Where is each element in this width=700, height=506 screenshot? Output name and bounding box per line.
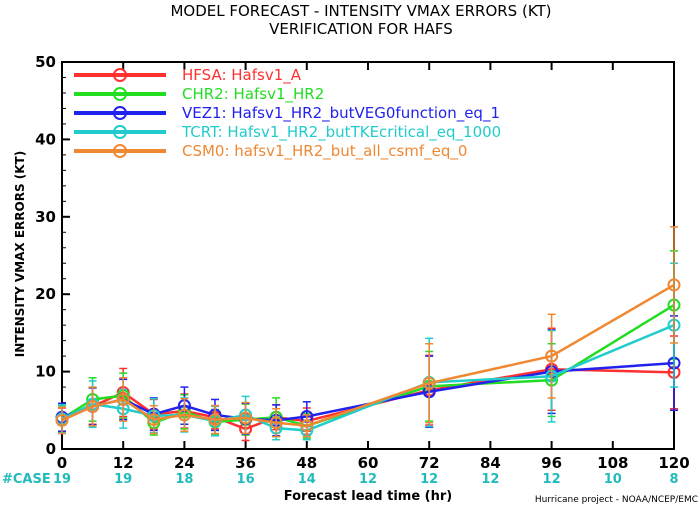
x-tick-label: 120 xyxy=(658,454,689,472)
y-axis-label: INTENSITY VMAX ERRORS (KT) xyxy=(13,151,27,357)
legend-swatch-marker xyxy=(113,87,127,101)
x-tick-label: 24 xyxy=(174,454,195,472)
y-tick-label: 50 xyxy=(35,53,56,71)
case-count: 12 xyxy=(481,472,499,487)
x-tick-label: 36 xyxy=(235,454,256,472)
case-count: 19 xyxy=(114,472,132,487)
x-tick-label: 0 xyxy=(57,454,67,472)
data-point xyxy=(147,413,161,427)
legend-label: VEZ1: Hafsv1_HR2_butVEG0function_eq_1 xyxy=(182,104,500,123)
data-point xyxy=(667,278,681,292)
legend-swatch-marker xyxy=(113,125,127,139)
chart-subtitle: VERIFICATION FOR HAFS xyxy=(269,20,453,38)
case-count: 12 xyxy=(359,472,377,487)
case-count: 19 xyxy=(53,472,71,487)
data-point xyxy=(208,413,222,427)
data-point xyxy=(545,349,559,363)
credit-text: Hurricane project - NOAA/NCEP/EMC xyxy=(535,495,698,505)
data-point xyxy=(116,392,130,406)
legend-label: TCRT: Hafsv1_HR2_butTKEcritical_eq_1000 xyxy=(181,123,501,142)
x-axis-label: Forecast lead time (hr) xyxy=(284,489,452,504)
chart-title: MODEL FORECAST - INTENSITY VMAX ERRORS (… xyxy=(170,2,551,20)
x-tick-label: 48 xyxy=(296,454,317,472)
data-point xyxy=(422,376,436,390)
case-count: 14 xyxy=(298,472,316,487)
y-tick-label: 40 xyxy=(35,130,56,148)
x-tick-label: 60 xyxy=(358,454,379,472)
legend-label: CSM0: hafsv1_HR2_but_all_csmf_eq_0 xyxy=(182,142,467,161)
data-point xyxy=(300,419,314,433)
case-count: 18 xyxy=(175,472,193,487)
series-layer xyxy=(55,226,681,442)
y-tick-label: 10 xyxy=(35,363,56,381)
legend-label: CHR2: Hafsv1_HR2 xyxy=(182,85,324,104)
data-point xyxy=(86,399,100,413)
series-4 xyxy=(55,226,681,438)
legend-label: HFSA: Hafsv1_A xyxy=(182,66,302,85)
case-count: 12 xyxy=(543,472,561,487)
legend-swatch-marker xyxy=(113,68,127,82)
case-counts: 19 19 18 16 14 12 12 12 12 10 8 xyxy=(53,472,679,487)
case-count: 10 xyxy=(604,472,622,487)
data-point xyxy=(55,413,69,427)
case-label: #CASE xyxy=(2,472,51,487)
data-point xyxy=(239,411,253,425)
data-point xyxy=(177,408,191,422)
data-point xyxy=(269,416,283,430)
y-tick-label: 0 xyxy=(46,440,56,458)
y-tick-label: 20 xyxy=(35,285,56,303)
x-tick-label: 72 xyxy=(419,454,440,472)
x-tick-label: 108 xyxy=(597,454,628,472)
y-tick-label: 30 xyxy=(35,208,56,226)
case-count: 16 xyxy=(237,472,255,487)
axes: 0 10 20 30 40 50 0 12 24 36 48 60 72 84 96 108 120 xyxy=(35,53,690,472)
x-tick-label: 96 xyxy=(541,454,562,472)
case-count: 12 xyxy=(420,472,438,487)
x-tick-label: 84 xyxy=(480,454,501,472)
case-count: 8 xyxy=(669,472,678,487)
legend-swatch-marker xyxy=(113,106,127,120)
legend-swatch-marker xyxy=(113,144,127,158)
series-3 xyxy=(55,262,681,441)
x-tick-label: 12 xyxy=(113,454,134,472)
